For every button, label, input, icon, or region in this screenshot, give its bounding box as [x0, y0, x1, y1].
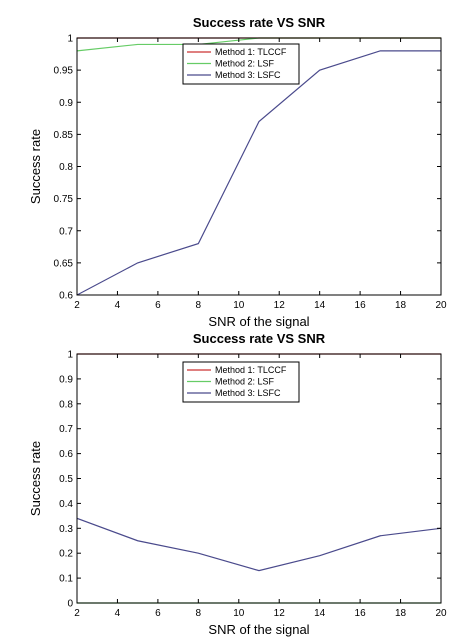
x-tick-label: 10: [233, 608, 245, 619]
y-axis-label: Success rate: [28, 441, 43, 516]
legend-entry: Method 2: LSF: [215, 59, 275, 69]
y-tick-label: 0.95: [54, 66, 74, 77]
y-tick-label: 0.7: [59, 424, 73, 435]
x-tick-label: 8: [196, 608, 202, 619]
chart-1: 2 4 6 8 10 12 14 16 18 20 0.6 0.65 0.7 0.75 0.8 0.85 0.9…: [28, 15, 447, 329]
y-tick-label: 0.7: [59, 226, 73, 237]
y-tick-label: 0.4: [59, 499, 73, 510]
y-tick-label: 0.65: [54, 258, 74, 269]
chart-title: Success rate VS SNR: [193, 15, 326, 30]
y-tick-label: 0.85: [54, 130, 74, 141]
y-tick-label: 0.5: [59, 474, 73, 485]
y-tick-label: 0.6: [59, 291, 73, 302]
x-tick-label: 6: [155, 608, 161, 619]
y-tick-label: 0.9: [59, 374, 73, 385]
x-tick-label: 2: [74, 300, 80, 311]
y-tick-label: 0.9: [59, 98, 73, 109]
x-tick-label: 14: [314, 608, 326, 619]
x-tick-label: 6: [155, 300, 161, 311]
y-axis-label: Success rate: [28, 129, 43, 204]
y-tick-label: 0.75: [54, 194, 74, 205]
x-tick-label: 18: [395, 608, 407, 619]
x-tick-label: 16: [355, 300, 367, 311]
y-tick-label: 0.2: [59, 549, 73, 560]
y-tick-label: 0.8: [59, 162, 73, 173]
chart-2: 2 4 6 8 10 12 14 16 18 20 0 0.1 0.2 0.3 0.4 0.5 0.6 0.7 0.…: [28, 331, 447, 637]
x-tick-label: 8: [196, 300, 202, 311]
legend-entry: Method 1: TLCCF: [215, 47, 287, 57]
x-tick-label: 12: [274, 608, 286, 619]
y-tick-label: 1: [67, 34, 73, 45]
y-tick-label: 0.8: [59, 399, 73, 410]
x-tick-label: 20: [435, 608, 447, 619]
x-tick-label: 2: [74, 608, 80, 619]
x-axis-label: SNR of the signal: [208, 314, 309, 329]
series-line-3: [77, 50, 441, 296]
y-tick-label: 0.6: [59, 449, 73, 460]
y-tick-label: 0: [67, 599, 73, 610]
x-tick-label: 20: [435, 300, 447, 311]
y-tick-label: 0.1: [59, 574, 73, 585]
chart-title: Success rate VS SNR: [193, 331, 326, 346]
x-tick-label: 18: [395, 300, 407, 311]
x-tick-label: 16: [355, 608, 367, 619]
legend-entry: Method 3: LSFC: [215, 388, 281, 398]
y-tick-label: 0.3: [59, 524, 73, 535]
x-tick-label: 4: [115, 608, 121, 619]
x-tick-label: 14: [314, 300, 326, 311]
legend-entry: Method 1: TLCCF: [215, 365, 287, 375]
y-tick-label: 1: [67, 350, 73, 361]
x-tick-label: 12: [274, 300, 286, 311]
legend-entry: Method 2: LSF: [215, 377, 275, 387]
x-axis-label: SNR of the signal: [208, 622, 309, 637]
legend-entry: Method 3: LSFC: [215, 70, 281, 80]
x-tick-label: 4: [115, 300, 121, 311]
x-tick-label: 10: [233, 300, 245, 311]
series-line-3: [77, 517, 441, 572]
